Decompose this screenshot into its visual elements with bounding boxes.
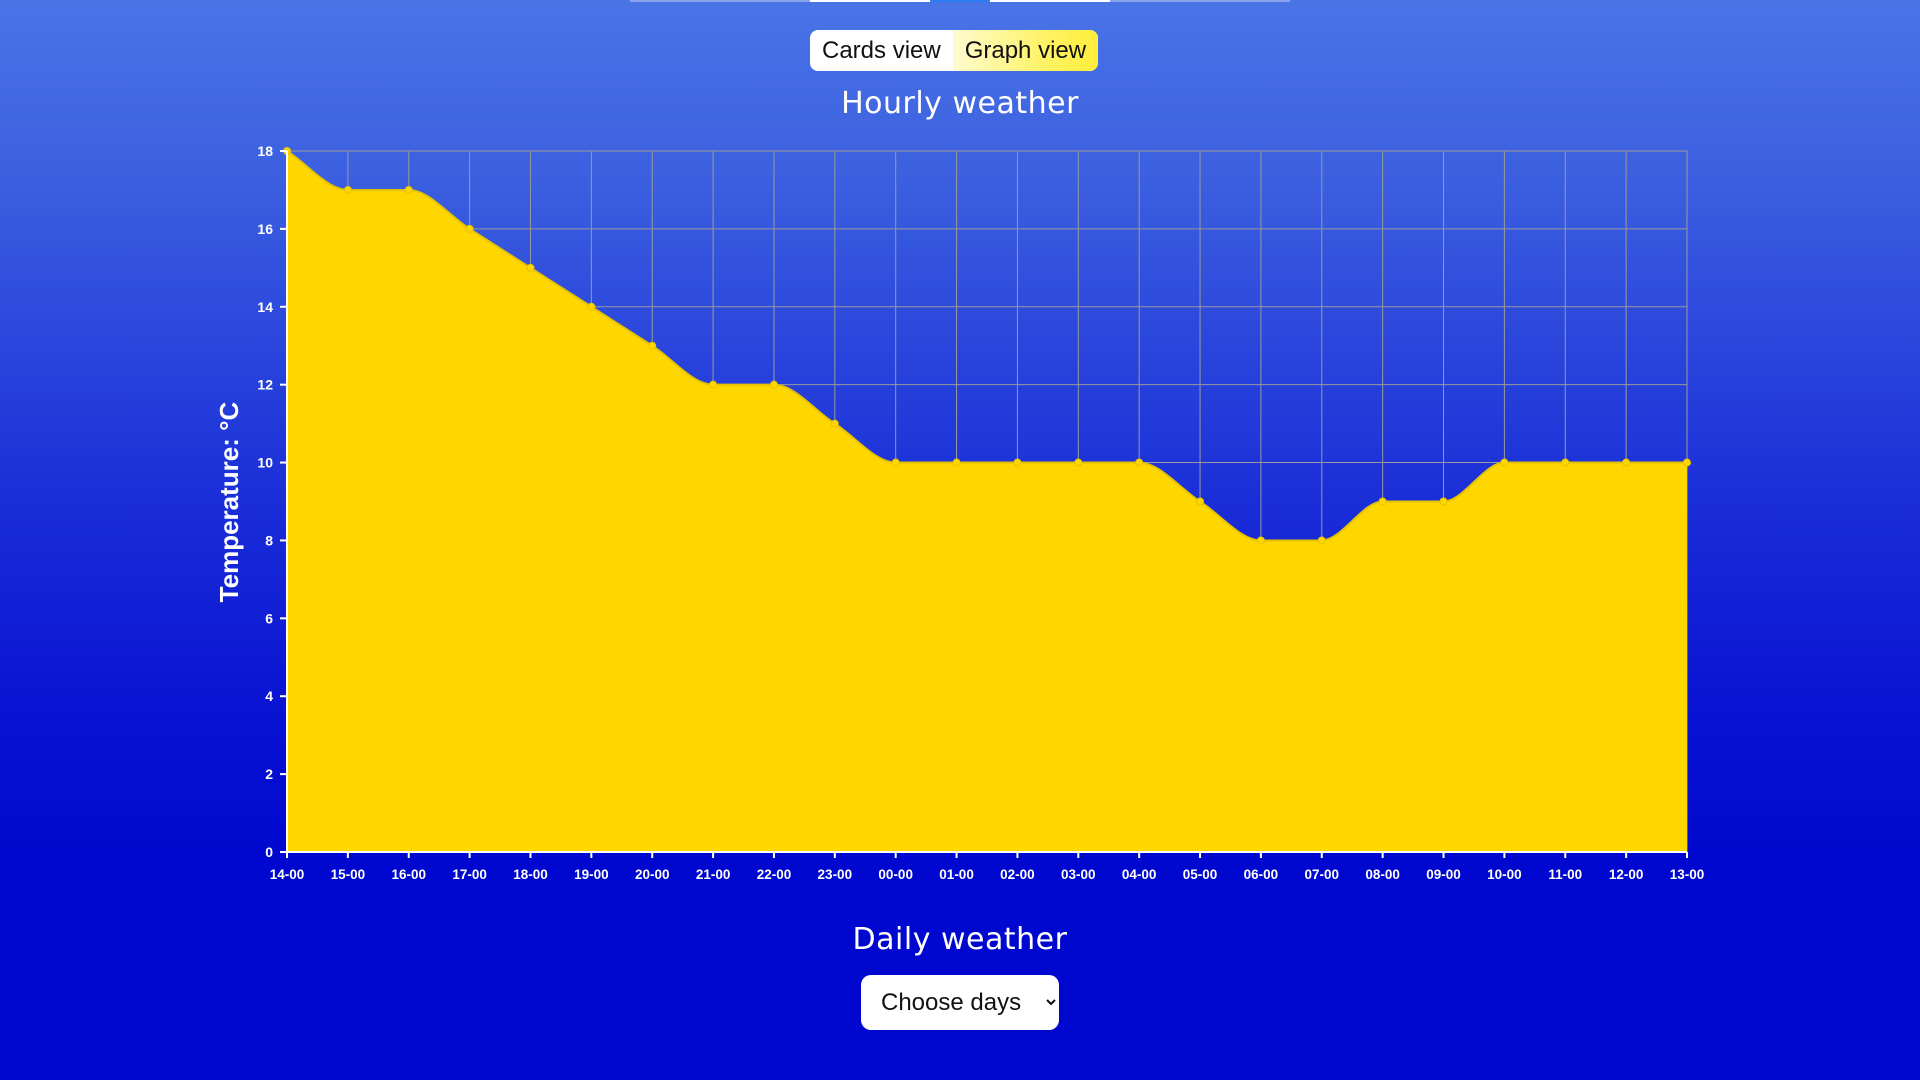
choose-days-select-wrapper: Choose days (861, 975, 1059, 1030)
data-point (1135, 458, 1144, 467)
data-point (952, 458, 961, 467)
data-point (1317, 536, 1326, 545)
data-point (1683, 458, 1691, 467)
y-axis: 0 2 4 6 8 10 12 14 16 18 (257, 143, 288, 860)
data-point (404, 185, 413, 194)
x-tick-label: 22-00 (757, 867, 792, 882)
x-tick-label: 10-00 (1487, 867, 1522, 882)
data-point (1074, 458, 1083, 467)
x-tick-label: 01-00 (939, 867, 974, 882)
data-point (830, 419, 839, 428)
data-point (648, 341, 657, 350)
x-tick-label: 23-00 (818, 867, 853, 882)
x-axis: 14-00 15-00 16-00 17-00 18-00 19-00 20-00 21-00… (270, 851, 1705, 882)
x-tick-label: 03-00 (1061, 867, 1096, 882)
y-tick-label: 10 (257, 455, 273, 471)
x-tick-label: 12-00 (1609, 867, 1644, 882)
x-tick-label: 04-00 (1122, 867, 1157, 882)
x-tick-label: 06-00 (1244, 867, 1279, 882)
view-toggle: Cards view Graph view (810, 30, 1099, 71)
data-point (709, 380, 718, 389)
hourly-temperature-chart: 0 2 4 6 8 10 12 14 16 18 14-00 15-00 16-00 17-00 18-0… (214, 143, 1705, 882)
x-tick-label: 19-00 (574, 867, 609, 882)
x-tick-label: 16-00 (391, 867, 426, 882)
x-tick-label: 14-00 (270, 867, 305, 882)
cards-view-button[interactable]: Cards view (810, 30, 953, 71)
x-tick-label: 17-00 (452, 867, 487, 882)
y-tick-label: 18 (257, 143, 273, 159)
y-tick-label: 16 (257, 221, 273, 237)
y-tick-label: 12 (257, 377, 273, 393)
y-tick-label: 6 (265, 610, 273, 626)
y-tick-label: 14 (257, 299, 273, 315)
hourly-weather-title: Hourly weather (841, 86, 1079, 121)
y-tick-label: 8 (265, 532, 273, 548)
data-point (465, 224, 474, 233)
x-tick-label: 00-00 (878, 867, 913, 882)
x-tick-label: 21-00 (696, 867, 731, 882)
x-tick-label: 09-00 (1426, 867, 1461, 882)
y-tick-label: 2 (265, 766, 273, 782)
data-point (1013, 458, 1022, 467)
x-tick-label: 20-00 (635, 867, 670, 882)
x-tick-label: 18-00 (513, 867, 548, 882)
graph-view-button[interactable]: Graph view (952, 30, 1099, 71)
x-tick-label: 05-00 (1183, 867, 1218, 882)
top-nav-segment (810, 0, 930, 2)
data-point (1500, 458, 1509, 467)
temperature-area (287, 151, 1687, 852)
data-point (1378, 497, 1387, 506)
data-points (283, 147, 1691, 545)
top-nav-segment-active (930, 0, 990, 2)
x-tick-label: 07-00 (1305, 867, 1340, 882)
y-axis-label: Temperature: °C (214, 401, 244, 602)
x-tick-label: 15-00 (331, 867, 366, 882)
data-point (1622, 458, 1631, 467)
x-tick-label: 11-00 (1548, 867, 1582, 882)
x-tick-label: 08-00 (1365, 867, 1400, 882)
top-nav-strip (630, 0, 1290, 2)
choose-days-select[interactable]: Choose days (861, 975, 1059, 1030)
data-point (343, 185, 352, 194)
data-point (526, 263, 535, 272)
y-tick-label: 0 (265, 844, 273, 860)
y-tick-label: 4 (265, 688, 273, 704)
data-point (891, 458, 900, 467)
data-point (587, 302, 596, 311)
daily-weather-title: Daily weather (852, 922, 1068, 957)
data-point (1196, 497, 1205, 506)
top-nav-segment (990, 0, 1110, 2)
x-tick-label: 13-00 (1670, 867, 1705, 882)
data-point (1561, 458, 1570, 467)
data-point (1439, 497, 1448, 506)
data-point (769, 380, 778, 389)
data-point (1256, 536, 1265, 545)
x-tick-label: 02-00 (1000, 867, 1035, 882)
